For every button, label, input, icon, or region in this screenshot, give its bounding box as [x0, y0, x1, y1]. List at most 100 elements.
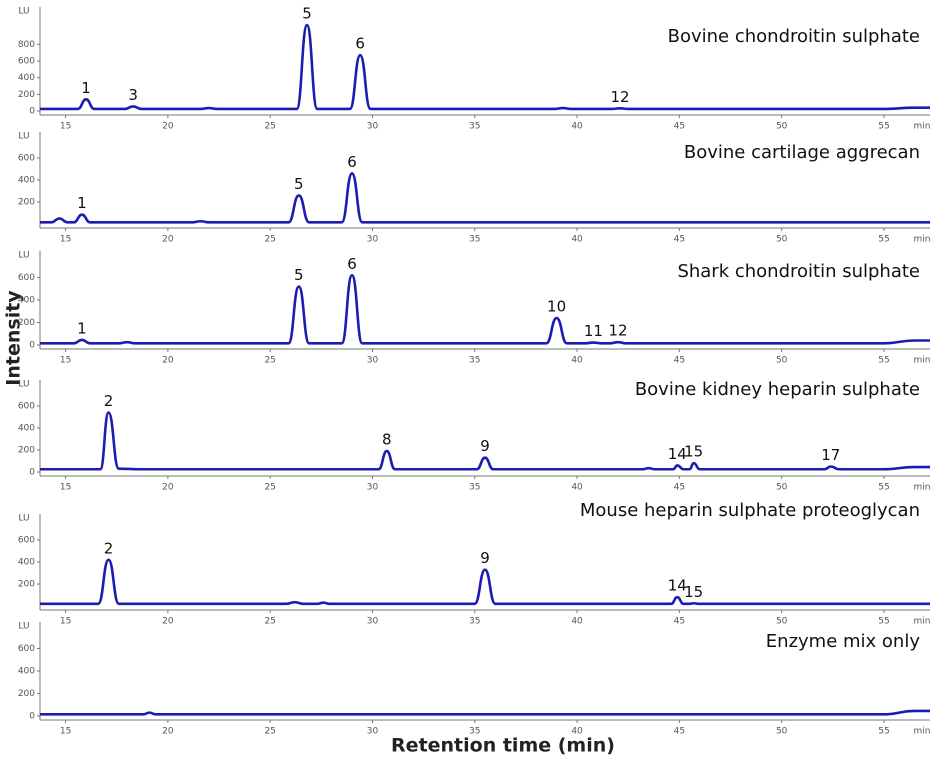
panel-title: Shark chondroitin sulphate [677, 261, 920, 282]
y-tick-label: 0 [29, 712, 35, 722]
x-tick-label: 35 [469, 617, 480, 627]
panel-title: Enzyme mix only [766, 631, 921, 652]
x-tick-label: 30 [367, 483, 379, 493]
peak-label: 2 [104, 392, 114, 410]
y-unit: LU [18, 380, 29, 390]
peak-label: 12 [610, 88, 629, 106]
x-tick-label: 55 [878, 122, 889, 132]
x-tick-label: 40 [571, 122, 583, 132]
x-tick-label: 20 [162, 122, 174, 132]
peak-label: 5 [294, 266, 304, 284]
y-unit: LU [18, 251, 29, 261]
x-tick-label: 20 [162, 727, 174, 737]
x-unit: min [914, 483, 931, 493]
trace [40, 709, 930, 716]
y-tick-label: 200 [18, 198, 35, 208]
x-tick-label: 55 [878, 356, 889, 366]
peak-label: 8 [382, 431, 392, 449]
panel-title: Bovine cartilage aggrecan [684, 142, 920, 163]
x-tick-label: 30 [367, 356, 379, 366]
x-tick-label: 45 [674, 727, 685, 737]
y-tick-label: 400 [18, 296, 35, 306]
peak-label: 1 [77, 319, 87, 337]
y-unit: LU [18, 7, 29, 17]
peak-label: 2 [104, 539, 114, 557]
y-tick-label: 0 [29, 468, 35, 478]
peak-label: 5 [294, 175, 304, 193]
panel-title: Bovine chondroitin sulphate [668, 26, 920, 47]
x-tick-label: 30 [367, 617, 379, 627]
x-tick-label: 20 [162, 356, 174, 366]
x-tick-label: 55 [878, 483, 889, 493]
x-tick-label: 40 [571, 727, 583, 737]
x-tick-label: 30 [367, 727, 379, 737]
x-unit: min [914, 122, 931, 132]
x-tick-label: 35 [469, 235, 480, 245]
x-tick-label: 15 [60, 483, 71, 493]
peak-label: 12 [608, 322, 627, 340]
y-unit: LU [18, 132, 29, 142]
x-tick-label: 15 [60, 617, 71, 627]
x-tick-label: 15 [60, 727, 71, 737]
x-tick-label: 50 [776, 483, 788, 493]
trace [39, 558, 930, 606]
y-tick-label: 400 [18, 176, 35, 186]
peak-label: 15 [684, 583, 703, 601]
x-tick-label: 45 [674, 235, 685, 245]
x-tick-label: 25 [264, 617, 275, 627]
x-tick-label: 25 [264, 122, 275, 132]
y-tick-label: 200 [18, 446, 35, 456]
trace [39, 273, 930, 345]
y-tick-label: 600 [18, 154, 35, 164]
x-tick-label: 15 [60, 356, 71, 366]
x-tick-label: 25 [264, 727, 275, 737]
y-tick-label: 400 [18, 424, 35, 434]
y-unit: LU [18, 514, 29, 524]
y-tick-label: 600 [18, 536, 35, 546]
x-tick-label: 30 [367, 235, 379, 245]
y-tick-label: 600 [18, 273, 35, 283]
trace [39, 411, 930, 471]
peak-label: 11 [584, 322, 603, 340]
x-tick-label: 40 [571, 235, 583, 245]
trace [40, 23, 930, 111]
x-tick-label: 50 [776, 356, 788, 366]
x-tick-label: 55 [878, 617, 889, 627]
peak-label: 15 [684, 443, 703, 461]
y-tick-label: 0 [29, 341, 35, 351]
peak-label: 14 [668, 445, 687, 463]
x-unit: min [914, 356, 931, 366]
y-tick-label: 600 [18, 644, 35, 654]
peak-label: 14 [668, 577, 687, 595]
x-tick-label: 45 [674, 617, 685, 627]
y-tick-label: 200 [18, 689, 35, 699]
peak-label: 6 [347, 153, 357, 171]
x-tick-label: 50 [776, 727, 788, 737]
peak-label: 1 [77, 194, 87, 212]
x-tick-label: 35 [469, 356, 480, 366]
y-tick-label: 400 [18, 558, 35, 568]
x-tick-label: 35 [469, 122, 480, 132]
x-tick-label: 20 [162, 617, 174, 627]
y-tick-label: 400 [18, 73, 35, 83]
x-tick-label: 45 [674, 122, 685, 132]
x-tick-label: 30 [367, 122, 379, 132]
peak-label: 1 [81, 79, 91, 97]
x-tick-label: 25 [264, 235, 275, 245]
peak-label: 17 [821, 446, 840, 464]
peak-label: 3 [128, 86, 138, 104]
x-tick-label: 40 [571, 617, 583, 627]
x-tick-label: 35 [469, 483, 480, 493]
y-unit: LU [18, 622, 29, 632]
x-axis-label: Retention time (min) [391, 735, 615, 757]
x-unit: min [914, 727, 931, 737]
peak-label: 9 [480, 549, 490, 567]
x-tick-label: 50 [776, 122, 788, 132]
peak-label: 5 [302, 5, 312, 23]
x-tick-label: 20 [162, 235, 174, 245]
peak-label: 6 [347, 255, 357, 273]
x-tick-label: 25 [264, 483, 275, 493]
peak-label: 10 [547, 298, 566, 316]
y-tick-label: 200 [18, 580, 35, 590]
